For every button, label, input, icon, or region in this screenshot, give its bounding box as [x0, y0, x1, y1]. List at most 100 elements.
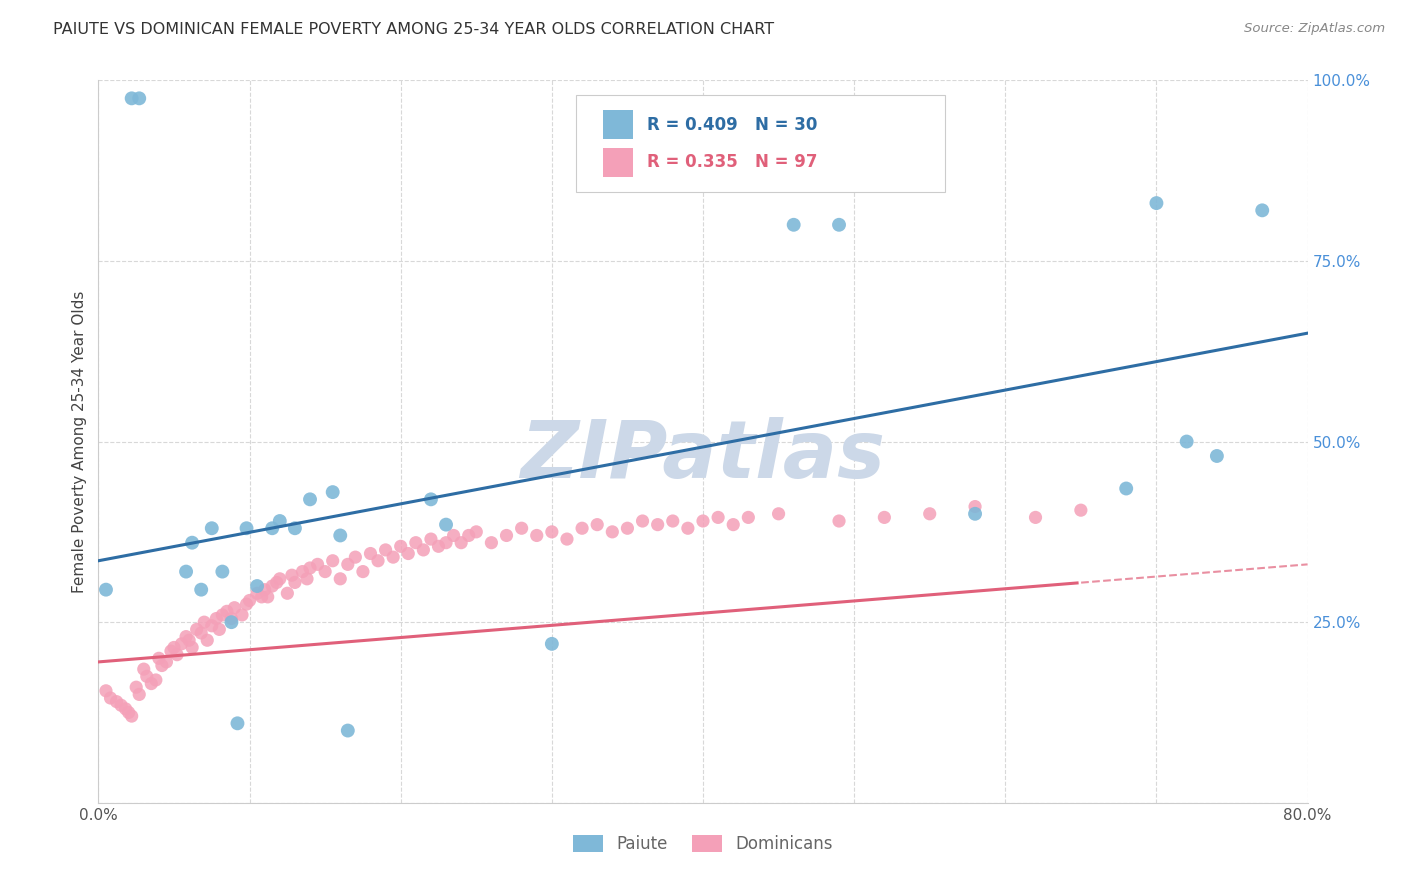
Point: [246, 579, 269, 593]
Point: [526, 528, 548, 542]
Point: [299, 492, 322, 507]
Point: [1206, 449, 1229, 463]
Point: [201, 619, 224, 633]
Point: [190, 582, 212, 597]
Text: ZIPatlas: ZIPatlas: [520, 417, 886, 495]
Point: [828, 218, 851, 232]
Point: [118, 706, 141, 720]
Point: [231, 607, 253, 622]
Point: [307, 558, 329, 572]
Point: [253, 582, 276, 597]
Point: [828, 514, 851, 528]
Point: [235, 521, 257, 535]
Point: [443, 528, 465, 542]
Point: [250, 590, 273, 604]
Text: R = 0.335   N = 97: R = 0.335 N = 97: [647, 153, 818, 171]
Point: [132, 662, 155, 676]
Point: [457, 528, 479, 542]
FancyBboxPatch shape: [576, 95, 945, 193]
Point: [211, 607, 233, 622]
Point: [692, 514, 714, 528]
Point: [179, 633, 201, 648]
FancyBboxPatch shape: [603, 111, 633, 139]
Point: [174, 630, 197, 644]
Legend: Paiute, Dominicans: Paiute, Dominicans: [567, 828, 839, 860]
Point: [284, 575, 307, 590]
Point: [121, 91, 143, 105]
Point: [239, 593, 262, 607]
Point: [405, 535, 427, 549]
Point: [262, 579, 284, 593]
Point: [374, 542, 396, 557]
Point: [163, 640, 186, 655]
Point: [145, 673, 167, 687]
Point: [1115, 482, 1137, 496]
Point: [295, 572, 318, 586]
Point: [336, 558, 359, 572]
Point: [352, 565, 374, 579]
Point: [571, 521, 593, 535]
Point: [322, 554, 344, 568]
Point: [768, 507, 790, 521]
Point: [150, 658, 173, 673]
Point: [266, 575, 288, 590]
Point: [965, 500, 987, 514]
Point: [1144, 196, 1167, 211]
Point: [412, 542, 434, 557]
Point: [211, 565, 233, 579]
Point: [723, 517, 745, 532]
Point: [481, 535, 503, 549]
Point: [965, 507, 987, 521]
Point: [221, 611, 243, 625]
Point: [329, 528, 352, 542]
Point: [284, 521, 307, 535]
Point: [186, 623, 208, 637]
Point: [128, 687, 150, 701]
Point: [661, 514, 683, 528]
Point: [128, 91, 150, 105]
Point: [125, 680, 148, 694]
Point: [360, 547, 382, 561]
Text: PAIUTE VS DOMINICAN FEMALE POVERTY AMONG 25-34 YEAR OLDS CORRELATION CHART: PAIUTE VS DOMINICAN FEMALE POVERTY AMONG…: [53, 22, 775, 37]
Point: [647, 517, 669, 532]
Point: [1024, 510, 1046, 524]
Point: [367, 554, 389, 568]
Point: [114, 702, 136, 716]
Point: [221, 615, 243, 630]
Point: [190, 626, 212, 640]
Point: [121, 709, 143, 723]
Point: [676, 521, 699, 535]
Point: [193, 615, 215, 630]
Point: [1175, 434, 1198, 449]
Point: [555, 532, 578, 546]
Text: R = 0.409   N = 30: R = 0.409 N = 30: [647, 116, 818, 134]
Point: [314, 565, 336, 579]
Point: [389, 539, 412, 553]
Point: [166, 648, 188, 662]
Point: [94, 683, 117, 698]
Point: [510, 521, 533, 535]
Point: [427, 539, 450, 553]
Point: [181, 535, 204, 549]
Point: [135, 669, 157, 683]
Point: [616, 521, 638, 535]
Point: [918, 507, 941, 521]
Point: [208, 623, 231, 637]
FancyBboxPatch shape: [603, 148, 633, 177]
Point: [181, 640, 204, 655]
Point: [737, 510, 759, 524]
Point: [450, 535, 472, 549]
Point: [434, 535, 457, 549]
Point: [170, 637, 193, 651]
Point: [434, 517, 457, 532]
Point: [215, 604, 238, 618]
Point: [269, 572, 291, 586]
Point: [226, 716, 249, 731]
Point: [783, 218, 806, 232]
Point: [631, 514, 654, 528]
Point: [246, 586, 269, 600]
Point: [110, 698, 132, 713]
Point: [322, 485, 344, 500]
Point: [195, 633, 218, 648]
Point: [174, 565, 197, 579]
